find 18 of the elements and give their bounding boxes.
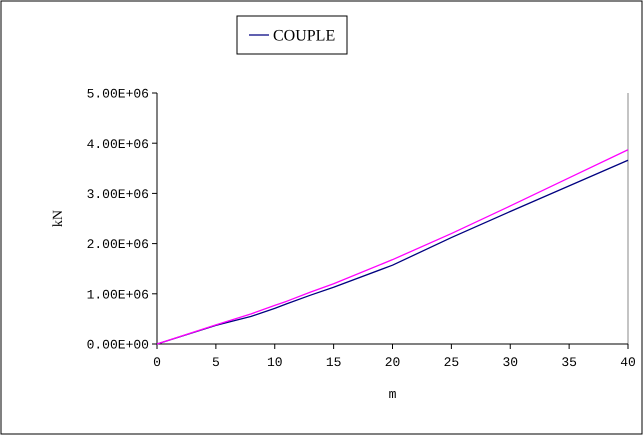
y-tick-label: 3.00E+06 [86,186,149,202]
x-tick-label: 30 [502,355,518,370]
legend-label: COUPLE [273,28,336,45]
y-tick-label: 4.00E+06 [86,136,149,152]
y-tick-label: 5.00E+06 [86,86,149,102]
x-tick-label: 0 [153,355,161,370]
x-tick-label: 35 [561,355,577,370]
x-tick-label: 15 [326,355,342,370]
x-tick-label: 25 [444,355,460,370]
y-tick-label: 2.00E+06 [86,237,149,252]
x-axis-title: m [388,387,397,402]
x-tick-label: 40 [620,355,636,370]
y-tick-label: 0.00E+00 [86,338,149,353]
y-tick-label: 1.00E+06 [86,287,149,302]
x-tick-label: 10 [266,355,283,370]
x-tick-label: 20 [384,355,400,370]
y-axis-title: kN [51,210,66,228]
x-tick-label: 5 [212,355,220,370]
